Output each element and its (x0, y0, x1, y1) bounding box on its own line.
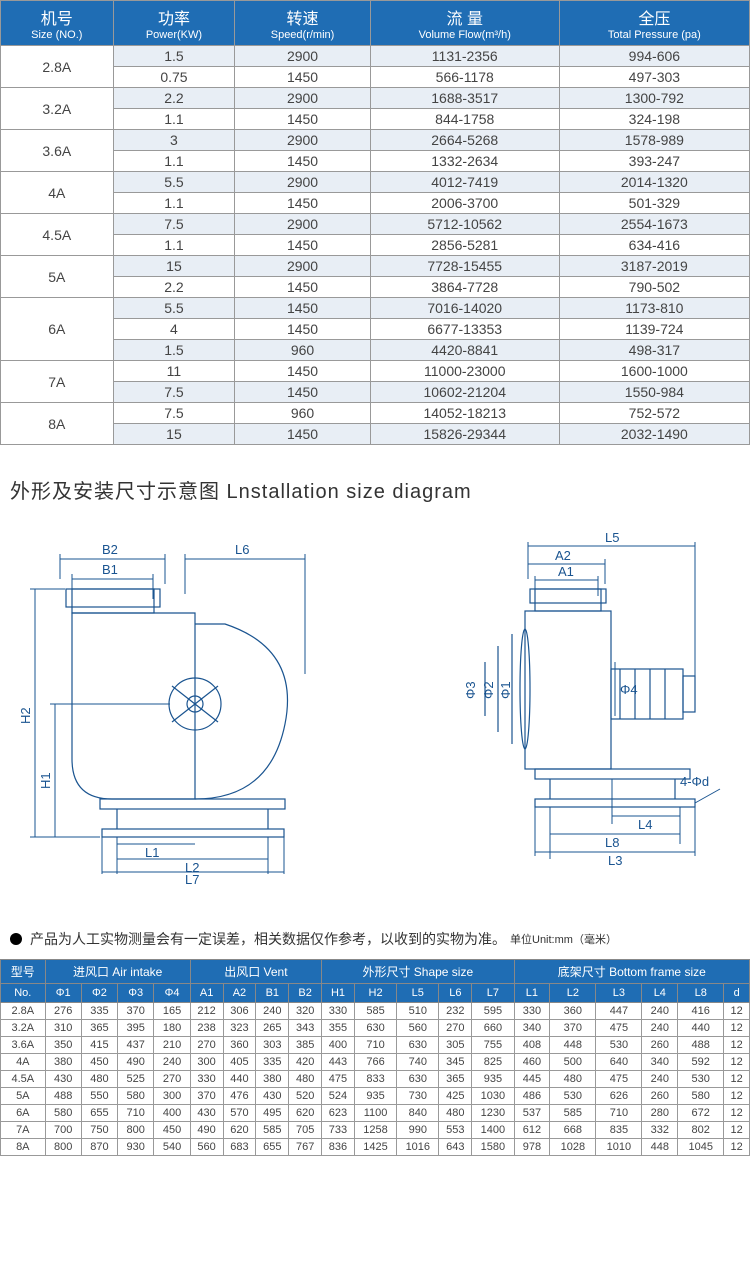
dim-col-header: Φ1 (45, 984, 81, 1003)
spec-header: 机号Size (NO.) (1, 1, 114, 46)
dim-row: 2.8A276335370165212306240320330585510232… (1, 1003, 750, 1020)
dim-col-header: L6 (439, 984, 472, 1003)
spec-row: 3.2A2.229001688-35171300-792 (1, 88, 750, 109)
spec-row: 1.114502856-5281634-416 (1, 235, 750, 256)
spec-row: 414506677-133531139-724 (1, 319, 750, 340)
dim-row: 3.6A350415437210270360303385400710630305… (1, 1037, 750, 1054)
dim-row: 4.5A430480525270330440380480475833630365… (1, 1071, 750, 1088)
dim-row: 8A80087093054056068365576783614251016643… (1, 1139, 750, 1156)
spec-row: 2.214503864-7728790-502 (1, 277, 750, 298)
svg-text:Φ3: Φ3 (463, 681, 478, 699)
spec-row: 3.6A329002664-52681578-989 (1, 130, 750, 151)
spec-row: 5A1529007728-154553187-2019 (1, 256, 750, 277)
spec-row: 1.11450844-1758324-198 (1, 109, 750, 130)
dim-col-header: L3 (596, 984, 642, 1003)
spec-row: 7A11145011000-230001600-1000 (1, 361, 750, 382)
svg-text:H1: H1 (38, 772, 53, 789)
dim-group-header: 型号 (1, 960, 46, 984)
spec-header: 功率Power(KW) (113, 1, 235, 46)
diagram-right: L5 A2 A1 Φ3 Φ2 Φ1 Φ4 4-Φd (380, 534, 730, 879)
dim-col-header: B1 (256, 984, 289, 1003)
dim-col-header: B2 (289, 984, 322, 1003)
dim-col-header: L4 (642, 984, 678, 1003)
spec-row: 2.8A1.529001131-2356994-606 (1, 46, 750, 67)
dim-col-header: H2 (354, 984, 396, 1003)
svg-text:L7: L7 (185, 872, 199, 887)
note-row: 产品为人工实物测量会有一定误差，相关数据仅作参考，以收到的实物为准。 单位Uni… (10, 929, 740, 949)
spec-header: 转速Speed(r/min) (235, 1, 370, 46)
dim-col-header: No. (1, 984, 46, 1003)
svg-text:L8: L8 (605, 835, 619, 850)
spec-row: 4.5A7.529005712-105622554-1673 (1, 214, 750, 235)
unit-label: 单位Unit:mm（毫米） (510, 931, 617, 947)
dim-group-header: 底架尺寸 Bottom frame size (514, 960, 749, 984)
dim-col-header: L2 (550, 984, 596, 1003)
svg-text:A1: A1 (558, 564, 574, 579)
diagram-area: B2 B1 L6 H2 H1 L1 (0, 524, 750, 909)
spec-row: 15145015826-293442032-1490 (1, 424, 750, 445)
dim-row: 5A48855058030037047643052052493573042510… (1, 1088, 750, 1105)
dim-col-header: d (724, 984, 750, 1003)
spec-table: 机号Size (NO.)功率Power(KW)转速Speed(r/min)流 量… (0, 0, 750, 445)
spec-row: 0.751450566-1178497-303 (1, 67, 750, 88)
svg-text:B1: B1 (102, 562, 118, 577)
svg-text:L6: L6 (235, 542, 249, 557)
spec-row: 7.5145010602-212041550-984 (1, 382, 750, 403)
dim-row: 4A38045049024030040533542044376674034582… (1, 1054, 750, 1071)
dim-row: 6A58065571040043057049562062311008404801… (1, 1105, 750, 1122)
dim-row: 7A70075080045049062058570573312589905531… (1, 1122, 750, 1139)
dim-col-header: A1 (190, 984, 223, 1003)
dim-col-header: L1 (514, 984, 550, 1003)
dim-group-header: 出风口 Vent (190, 960, 321, 984)
svg-text:Φ1: Φ1 (498, 681, 513, 699)
spec-header: 流 量Volume Flow(m³/h) (370, 1, 559, 46)
diagram-left: B2 B1 L6 H2 H1 L1 (20, 534, 350, 879)
dim-col-header: Φ2 (81, 984, 117, 1003)
section-title: 外形及安装尺寸示意图 Lnstallation size diagram (10, 475, 750, 504)
spec-row: 8A7.596014052-18213752-572 (1, 403, 750, 424)
dim-col-header: L8 (678, 984, 724, 1003)
spec-row: 1.114501332-2634393-247 (1, 151, 750, 172)
svg-text:A2: A2 (555, 548, 571, 563)
svg-text:Φ2: Φ2 (481, 681, 496, 699)
dim-col-header: L7 (472, 984, 514, 1003)
svg-text:4-Φd: 4-Φd (680, 774, 709, 789)
dim-col-header: H1 (322, 984, 355, 1003)
spec-header: 全压Total Pressure (pa) (559, 1, 749, 46)
dim-col-header: A2 (223, 984, 256, 1003)
svg-text:L4: L4 (638, 817, 652, 832)
dim-col-header: L5 (397, 984, 439, 1003)
note-text: 产品为人工实物测量会有一定误差，相关数据仅作参考，以收到的实物为准。 (30, 929, 506, 949)
dim-col-header: Φ3 (118, 984, 154, 1003)
svg-text:L5: L5 (605, 530, 619, 545)
dim-col-header: Φ4 (154, 984, 190, 1003)
svg-text:H2: H2 (18, 707, 33, 724)
spec-row: 1.114502006-3700501-329 (1, 193, 750, 214)
spec-row: 6A5.514507016-140201173-810 (1, 298, 750, 319)
svg-text:L1: L1 (145, 845, 159, 860)
dim-group-header: 进风口 Air intake (45, 960, 190, 984)
dim-row: 3.2A310365395180238323265343355630560270… (1, 1020, 750, 1037)
dim-group-header: 外形尺寸 Shape size (322, 960, 514, 984)
svg-text:L3: L3 (608, 853, 622, 868)
spec-row: 1.59604420-8841498-317 (1, 340, 750, 361)
dimension-table: 型号进风口 Air intake出风口 Vent外形尺寸 Shape size底… (0, 959, 750, 1156)
spec-row: 4A5.529004012-74192014-1320 (1, 172, 750, 193)
svg-text:B2: B2 (102, 542, 118, 557)
bullet-icon (10, 933, 22, 945)
